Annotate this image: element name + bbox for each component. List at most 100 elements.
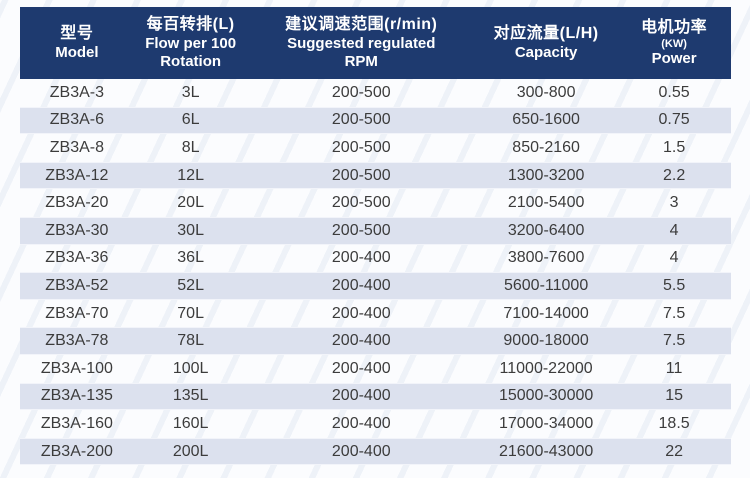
table-cell: ZB3A-36 — [45, 249, 109, 267]
table-cell: 650-1600 — [475, 106, 618, 135]
table-cell: ZB3A-135 — [20, 382, 134, 411]
table-cell: 7100-14000 — [503, 304, 589, 322]
table-cell: 0.55 — [658, 83, 690, 101]
table-cell: 200-500 — [247, 161, 476, 190]
table-cell: 15000-30000 — [475, 382, 618, 411]
table-cell: 200-500 — [247, 106, 476, 135]
table-row: ZB3A-6 6L 200-500 650-1600 0.75 — [20, 106, 731, 135]
col-header-flow-zh: 每百转排(L) — [146, 16, 235, 33]
table-body: ZB3A-3 3L 200-500 300-800 0.55 ZB3A-6 6L 200-50… — [20, 79, 731, 466]
table-cell: 3 — [669, 194, 679, 212]
col-header-capacity-en: Capacity — [514, 44, 578, 61]
table-cell: 1300-3200 — [475, 161, 618, 190]
col-header-rpm-zh: 建议调速范围(r/min) — [285, 16, 438, 33]
table-row: ZB3A-30 30L 200-500 3200-6400 4 — [20, 216, 731, 245]
table-row: ZB3A-3 3L 200-500 300-800 0.55 — [20, 79, 731, 107]
table-row: ZB3A-78 78L 200-400 9000-18000 7.5 — [20, 327, 731, 355]
table-cell: 22 — [617, 437, 731, 466]
table-row: ZB3A-52 52L 200-400 5600-11000 5.5 — [20, 272, 731, 300]
table-cell: 30L — [133, 216, 248, 245]
pump-spec-table: 型号 Model 每百转排(L) Flow per 100 Rotation 建… — [20, 7, 731, 466]
table-cell: 200-400 — [331, 359, 391, 377]
col-header-power-zh: 电机功率 — [641, 19, 708, 36]
table-cell: 200-400 — [331, 304, 391, 322]
table-cell: 200-500 — [331, 83, 391, 101]
table-cell: 11 — [665, 359, 683, 377]
table-cell: 5.5 — [617, 272, 731, 300]
table-cell: 3800-7600 — [507, 249, 585, 267]
table-cell: ZB3A-100 — [40, 359, 113, 377]
col-header-model-en: Model — [55, 44, 99, 61]
table-row: ZB3A-70 70L 200-400 7100-14000 7.5 — [20, 300, 731, 328]
table-row: ZB3A-8 8L 200-500 850-2160 1.5 — [20, 134, 731, 162]
table-cell: 0.75 — [617, 106, 731, 135]
table-cell: 200L — [133, 437, 248, 466]
col-header-model-zh: 型号 — [60, 25, 94, 42]
table-cell: 200-400 — [247, 327, 476, 355]
table-cell: 9000-18000 — [475, 327, 618, 355]
col-header-power-kw: (KW) — [661, 38, 687, 50]
col-header-power-en: Power — [651, 50, 697, 67]
table-cell: 2100-5400 — [507, 194, 585, 212]
col-header-rpm: 建议调速范围(r/min) Suggested regulated RPM — [247, 7, 476, 79]
col-header-flow-en1: Flow per 100 — [145, 35, 237, 52]
table-row: ZB3A-100 100L 200-400 11000-22000 11 — [20, 355, 731, 383]
table-cell: 11000-22000 — [499, 359, 593, 377]
table-cell: 200-400 — [331, 249, 391, 267]
table-cell: ZB3A-78 — [20, 327, 134, 355]
table-cell: 78L — [133, 327, 248, 355]
table-cell: 7.5 — [617, 327, 731, 355]
table-cell: 100L — [172, 359, 209, 377]
table-cell: 200-400 — [247, 272, 476, 300]
table-row: ZB3A-200 200L 200-400 21600-43000 22 — [20, 437, 731, 466]
table-cell: ZB3A-12 — [20, 161, 134, 190]
table-cell: 4 — [617, 216, 731, 245]
table-row: ZB3A-36 36L 200-400 3800-7600 4 — [20, 245, 731, 273]
table-cell: ZB3A-20 — [45, 194, 109, 212]
table-cell: ZB3A-70 — [45, 304, 109, 322]
table-cell: ZB3A-30 — [20, 216, 134, 245]
table-cell: 20L — [177, 194, 204, 212]
table-cell: 1.5 — [662, 138, 686, 156]
table-cell: 15 — [617, 382, 731, 411]
table-cell: 200-400 — [247, 437, 476, 466]
table-cell: 200-500 — [331, 138, 391, 156]
table-cell: 36L — [177, 249, 204, 267]
table-row: ZB3A-135 135L 200-400 15000-30000 15 — [20, 382, 731, 411]
table-cell: 5600-11000 — [475, 272, 618, 300]
table-cell: 135L — [133, 382, 248, 411]
table-cell: ZB3A-160 — [40, 414, 113, 432]
table-cell: ZB3A-6 — [20, 106, 134, 135]
table-cell: 7.5 — [662, 304, 686, 322]
table-cell: 4 — [669, 249, 679, 267]
table-cell: ZB3A-8 — [49, 138, 104, 156]
table-cell: 850-2160 — [512, 138, 580, 156]
col-header-flow-en2: Rotation — [160, 53, 222, 70]
table-cell: 3200-6400 — [475, 216, 618, 245]
table-cell: ZB3A-200 — [20, 437, 134, 466]
table-cell: 52L — [133, 272, 248, 300]
col-header-model: 型号 Model — [20, 7, 134, 79]
table-cell: 6L — [133, 106, 248, 135]
table-cell: 8L — [181, 138, 200, 156]
table-cell: 200-400 — [331, 414, 391, 432]
col-header-capacity: 对应流量(L/H) Capacity — [475, 7, 618, 79]
table-cell: 200-500 — [331, 194, 391, 212]
col-header-power: 电机功率 (KW) Power — [617, 7, 731, 79]
table-cell: 3L — [181, 83, 200, 101]
col-header-capacity-zh: 对应流量(L/H) — [493, 25, 599, 42]
table-cell: 70L — [177, 304, 204, 322]
table-row: ZB3A-12 12L 200-500 1300-3200 2.2 — [20, 161, 731, 190]
table-cell: ZB3A-52 — [20, 272, 134, 300]
table-header: 型号 Model 每百转排(L) Flow per 100 Rotation 建… — [20, 7, 731, 79]
table-cell: 300-800 — [516, 83, 576, 101]
table-cell: ZB3A-3 — [49, 83, 104, 101]
table-cell: 12L — [133, 161, 248, 190]
table-cell: 200-400 — [247, 382, 476, 411]
table-cell: 2.2 — [617, 161, 731, 190]
table-row: ZB3A-160 160L 200-400 17000-34000 18.5 — [20, 410, 731, 438]
table-cell: 200-500 — [247, 216, 476, 245]
header-row: 型号 Model 每百转排(L) Flow per 100 Rotation 建… — [20, 7, 731, 79]
table-row: ZB3A-20 20L 200-500 2100-5400 3 — [20, 189, 731, 217]
